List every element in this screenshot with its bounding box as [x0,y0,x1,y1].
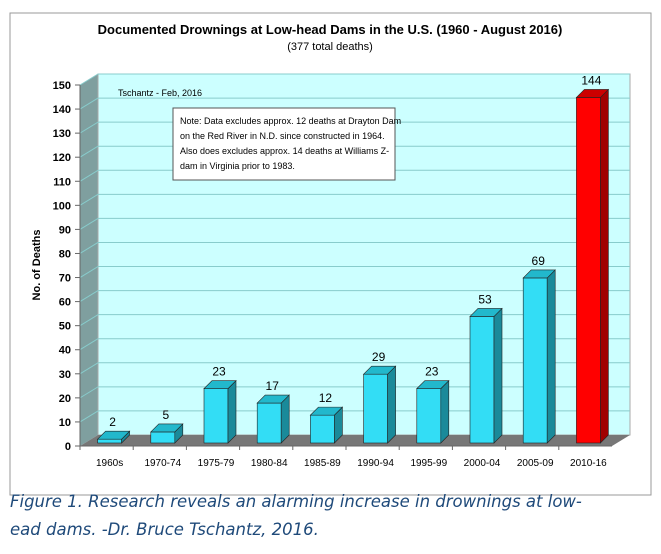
bar [203,388,229,444]
x-tick-label: 1990-94 [357,458,394,469]
bar [576,97,601,444]
bar-side [493,307,503,444]
data-label: 144 [581,73,601,87]
y-tick-label: 50 [59,321,71,333]
bar [469,316,495,444]
data-label: 23 [212,365,226,379]
x-tick-label: 1995-99 [410,458,447,469]
gridline-side [79,121,99,134]
data-label: 2 [109,415,116,429]
bar-side [440,379,450,444]
bar-top [96,430,131,440]
y-tick-label: 60 [59,297,71,309]
y-tick-label: 100 [53,200,71,212]
bar [256,402,282,444]
data-label: 5 [162,408,169,422]
y-tick-label: 110 [53,176,71,188]
gridline-side [79,266,99,278]
bar-top [575,89,610,98]
y-tick-label: 40 [59,345,71,357]
data-label: 23 [425,365,439,379]
bar-top [362,365,397,375]
y-axis-label: No. of Deaths [31,230,43,301]
data-label: 29 [372,350,386,364]
credit-annotation: Tschantz - Feb, 2016 [118,88,202,98]
bar-top [522,269,556,279]
y-tick-label: 130 [53,128,71,140]
bar-side [227,379,237,444]
y-tick-label: 0 [65,441,71,453]
gridline-side [79,314,99,327]
x-tick-label: 1960s [96,458,123,469]
gridline-side [79,193,99,206]
x-tick-label: 2005-09 [517,458,554,469]
x-tick-label: 1975-79 [198,458,235,469]
x-tick-label: 1985-89 [304,458,341,469]
figure-caption: Figure 1. Research reveals an alarming i… [10,488,650,544]
note-box [172,107,396,181]
bar-side [600,88,609,444]
chart-title: Documented Drownings at Low-head Dams in… [98,22,563,37]
bar [522,277,548,444]
data-label: 53 [478,292,492,306]
x-tick-label: 2010-16 [570,458,607,469]
bar-top [469,308,503,317]
bar [310,414,335,444]
y-tick-label: 30 [59,369,71,381]
chart-subtitle: (377 total deaths) [287,41,373,53]
note-line: dam in Virginia prior to 1983. [180,161,295,171]
x-tick-label: 2000-04 [464,458,501,469]
bar-top [309,406,344,416]
data-label: 12 [319,391,333,405]
x-tick-label: 1980-84 [251,458,288,469]
y-tick-label: 120 [53,152,71,164]
gridline-side [79,338,99,351]
bar-top [203,380,237,389]
gridline-side [79,362,99,375]
gridline-side [79,290,99,303]
y-tick-label: 150 [53,80,71,92]
gridline-side [79,145,99,158]
bar-top [150,423,184,433]
bar-top [256,394,290,404]
y-tick-label: 80 [59,248,71,260]
y-tick-label: 20 [59,393,71,405]
x-tick-label: 1970-74 [144,458,181,469]
gridline-side [79,97,99,110]
bar [150,431,176,444]
bar [97,438,122,444]
y-tick-label: 140 [53,104,71,116]
gridline-side [79,242,99,254]
caption-line-2: ead dams. -Dr. Bruce Tschantz, 2016. [10,520,319,539]
gridline-side [79,73,99,86]
bar-chart: Documented Drownings at Low-head Dams in… [9,12,652,496]
gridline-side [79,410,99,423]
caption-line-1: Figure 1. Research reveals an alarming i… [10,492,582,511]
data-label: 17 [266,379,280,393]
note-line: on the Red River in N.D. since construct… [180,131,385,141]
gridline-side [79,169,99,182]
y-tick-label: 10 [59,417,71,429]
data-label: 69 [532,254,546,268]
y-tick-label: 90 [59,224,71,236]
gridline-side [79,217,99,230]
bar [363,373,388,444]
bar [416,388,442,444]
y-tick-label: 70 [59,273,71,285]
note-line: Note: Data excludes approx. 12 deaths at… [180,116,401,126]
bar-side [387,365,396,444]
gridline-side [79,386,99,399]
bar-top [416,380,450,389]
note-line: Also does excludes approx. 14 deaths at … [180,146,389,156]
bar-side [546,269,556,444]
side-wall [80,74,98,446]
